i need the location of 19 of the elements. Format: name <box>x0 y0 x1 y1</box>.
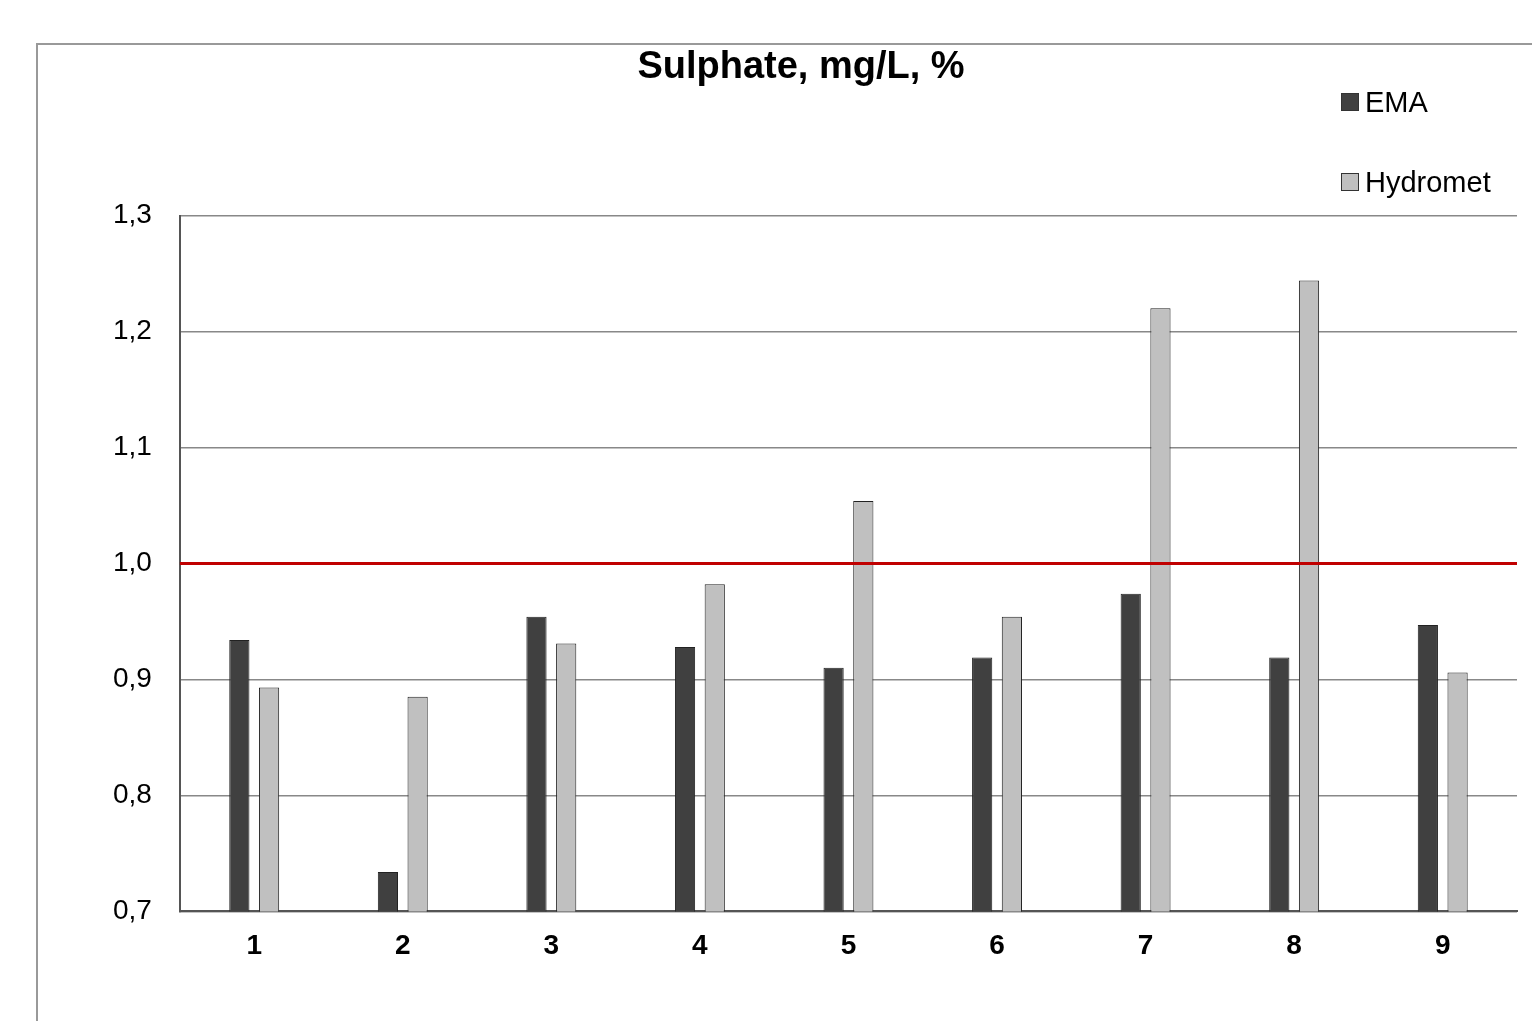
y-tick-label: 0,7 <box>112 894 152 926</box>
x-tick-label: 7 <box>1137 928 1154 960</box>
x-tick-label: 5 <box>840 928 857 960</box>
y-tick-label: 1,3 <box>112 198 152 230</box>
chart-title: Sulphate, mg/L, % <box>637 44 965 87</box>
y-tick-label: 0,9 <box>112 662 152 694</box>
y-tick-label: 1,1 <box>112 430 152 462</box>
y-tick-label: 1,2 <box>112 314 152 346</box>
x-tick-label: 9 <box>1434 928 1451 960</box>
legend-label: Hydromet <box>1365 165 1491 199</box>
x-tick-label: 6 <box>989 928 1005 960</box>
legend-label: EMA <box>1365 85 1428 119</box>
x-tick-label: 3 <box>543 928 560 960</box>
y-tick-label: 1,0 <box>112 546 152 578</box>
x-tick-label: 1 <box>246 928 262 960</box>
y-tick-label: 0,8 <box>112 778 152 810</box>
x-tick-label: 2 <box>394 928 411 960</box>
x-tick-label: 4 <box>692 928 709 960</box>
x-tick-label: 8 <box>1286 928 1302 960</box>
